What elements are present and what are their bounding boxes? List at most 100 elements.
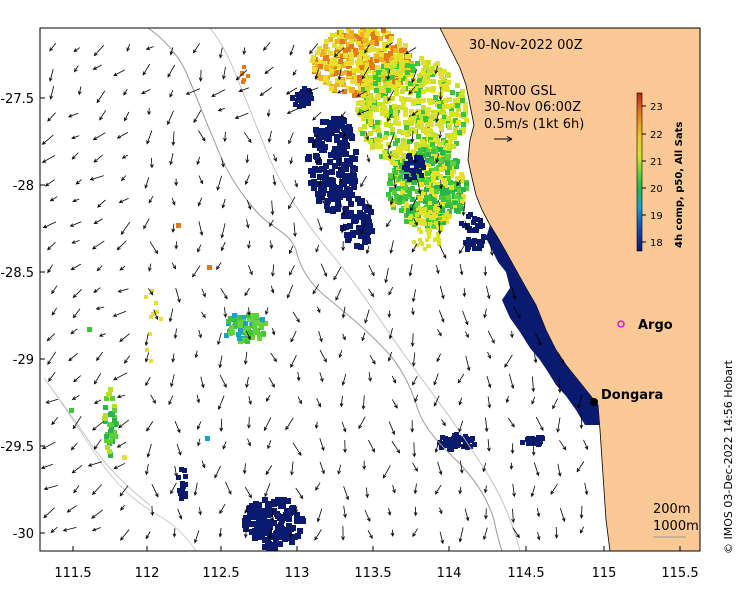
- current-arrow-icon: [269, 240, 274, 250]
- current-arrow-icon: [120, 221, 131, 235]
- sst-pixel: [390, 96, 395, 101]
- sst-pixel: [418, 155, 423, 160]
- current-arrow-icon: [387, 507, 392, 516]
- sst-pixel: [404, 125, 409, 130]
- current-arrow-icon: [149, 157, 154, 169]
- current-arrow-icon: [341, 421, 347, 433]
- sst-pixel: [450, 103, 455, 108]
- current-arrow-icon: [389, 240, 394, 254]
- sst-pixel: [358, 244, 364, 250]
- sst-pixel: [343, 142, 349, 148]
- current-arrow-icon: [48, 371, 56, 382]
- sst-pixel: [321, 147, 327, 153]
- current-arrow-icon: [511, 508, 516, 524]
- sst-pixel: [381, 67, 386, 72]
- y-tick-label: -29.5: [0, 440, 34, 455]
- current-arrow-icon: [201, 311, 206, 319]
- sst-pixel: [367, 75, 372, 80]
- current-arrow-icon: [340, 223, 345, 234]
- sst-pixel: [323, 44, 328, 49]
- sst-pixel: [363, 90, 368, 95]
- sst-pixel: [358, 127, 363, 132]
- current-arrow-icon: [177, 508, 183, 520]
- current-arrow-icon: [118, 197, 129, 203]
- x-tick-label: 111.5: [54, 566, 91, 581]
- sst-pixel: [277, 529, 283, 535]
- sst-pixel: [242, 522, 248, 528]
- current-arrow-icon: [173, 328, 178, 340]
- sst-pixel: [403, 120, 408, 125]
- sst-pixel: [308, 168, 314, 174]
- sst-pixel: [242, 78, 246, 82]
- current-arrow-icon: [290, 461, 294, 476]
- current-arrow-icon: [118, 419, 129, 429]
- sst-pixel: [442, 164, 447, 169]
- current-arrow-icon: [411, 307, 415, 316]
- current-arrow-icon: [144, 177, 150, 189]
- sst-pixel: [393, 107, 398, 112]
- current-arrow-icon: [271, 327, 276, 336]
- sst-pixel: [336, 46, 341, 51]
- current-arrow-icon: [217, 332, 222, 346]
- current-arrow-icon: [91, 527, 102, 532]
- current-arrow-icon: [411, 69, 418, 83]
- sst-pixel: [178, 491, 183, 496]
- sst-pixel: [428, 222, 432, 226]
- sst-pixel: [460, 95, 465, 100]
- sst-pixel: [412, 129, 417, 134]
- sst-pixel: [347, 223, 353, 229]
- sst-pixel: [421, 153, 426, 158]
- sst-pixel: [323, 75, 328, 80]
- current-arrow-icon: [388, 328, 393, 340]
- current-arrow-icon: [386, 69, 391, 81]
- sst-pixel: [436, 226, 440, 230]
- current-arrow-icon: [216, 175, 222, 191]
- sst-pixel: [426, 196, 431, 201]
- sst-pixel: [429, 156, 434, 161]
- sst-pixel: [271, 520, 277, 526]
- current-arrow-icon: [333, 47, 345, 58]
- current-arrow-icon: [92, 132, 106, 141]
- sst-pixel: [445, 187, 450, 192]
- current-arrow-icon: [318, 330, 323, 343]
- sst-pixel: [446, 80, 451, 85]
- sst-pixel: [446, 154, 451, 159]
- current-arrow-icon: [465, 355, 471, 372]
- current-arrow-icon: [462, 288, 467, 298]
- sst-pixel: [337, 151, 343, 157]
- sst-pixel: [342, 192, 348, 198]
- sst-pixel: [365, 32, 370, 37]
- sst-pixel: [409, 218, 414, 223]
- y-tick-label: -28.5: [0, 266, 34, 281]
- sst-pixel: [109, 425, 114, 430]
- sst-pixel: [438, 217, 443, 222]
- sst-pixel: [300, 518, 306, 524]
- sst-pixel: [454, 141, 459, 146]
- current-arrow-icon: [49, 86, 55, 100]
- sst-pixel: [464, 186, 469, 191]
- colorbar-tick-label: 22: [650, 130, 663, 141]
- sst-pixel: [446, 195, 451, 200]
- current-arrow-icon: [248, 396, 252, 406]
- sst-pixel: [337, 64, 342, 69]
- sst-pixel: [368, 139, 373, 144]
- sst-pixel: [373, 75, 378, 80]
- sst-pixel: [320, 52, 325, 57]
- x-tick-label: 112: [135, 566, 160, 581]
- sst-pixel: [321, 59, 326, 64]
- sst-pixel: [333, 71, 338, 76]
- sst-pixel: [382, 70, 387, 75]
- current-arrow-icon: [71, 240, 80, 244]
- current-arrow-icon: [340, 111, 346, 119]
- current-arrow-icon: [99, 109, 107, 121]
- current-arrow-icon: [311, 134, 319, 148]
- sst-pixel: [453, 201, 458, 206]
- sst-pixel: [248, 330, 253, 335]
- current-arrow-icon: [214, 465, 221, 479]
- sst-pixel: [103, 405, 108, 410]
- sst-pixel: [384, 63, 389, 68]
- sst-pixel: [402, 130, 407, 135]
- current-arrow-icon: [507, 417, 515, 428]
- sst-pixel: [424, 187, 429, 192]
